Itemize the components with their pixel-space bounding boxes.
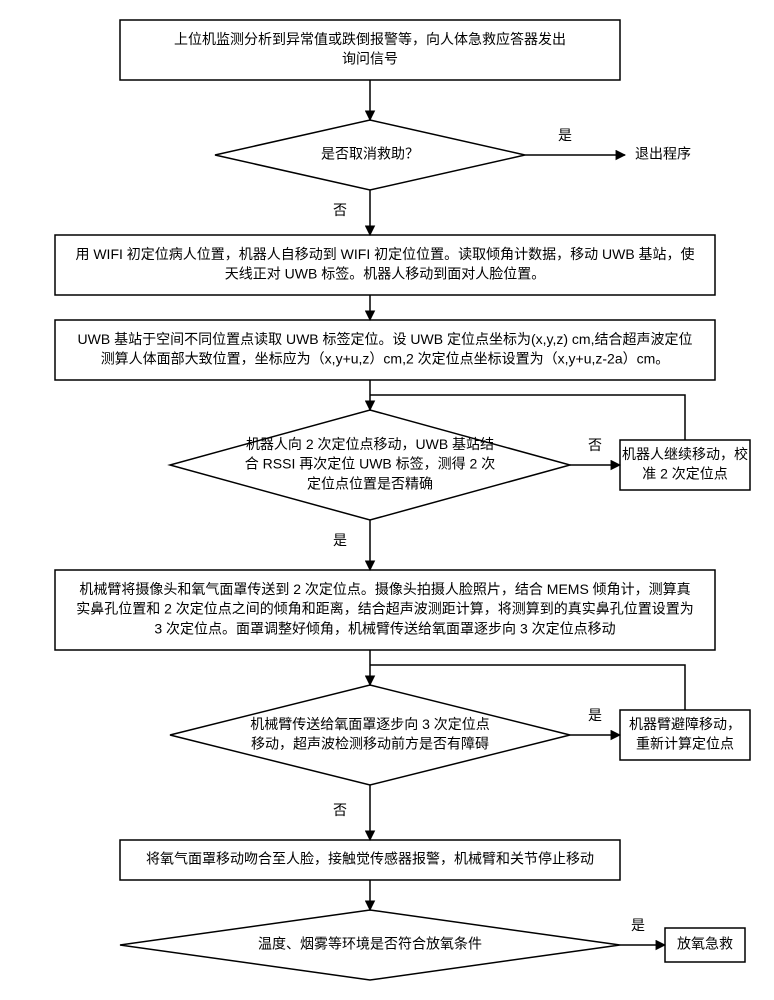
flow-box-text-n2: 用 WIFI 初定位病人位置，机器人自移动到 WIFI 初定位位置。读取倾角计数… [75,246,694,282]
flow-box-text-n7: 将氧气面罩移动吻合至人脸，接触觉传感器报警，机械臂和关节停止移动 [146,851,594,867]
edge-label-9: 是 [588,707,602,723]
edge-label-2: 否 [333,202,347,218]
flow-box-text-n6: 机器臂避障移动，重新计算定位点 [629,716,741,752]
decision-text-d3: 机械臂传送给氧面罩逐步向 3 次定位点移动，超声波检测移动前方是否有障碍 [250,716,490,752]
flow-box-text-n5: 机械臂将摄像头和氧气面罩传送到 2 次定位点。摄像头拍摄人脸照片，结合 MEMS… [76,581,694,636]
decision-text-d2: 机器人向 2 次定位点移动，UWB 基站结合 RSSI 再次定位 UWB 标签，… [245,436,495,491]
edge-label-1: 是 [558,127,572,143]
flow-box-text-n8: 放氧急救 [677,936,733,952]
edge-label-7: 是 [333,532,347,548]
edge-label-13: 是 [631,917,645,933]
flow-box-text-n1: 上位机监测分析到异常值或跌倒报警等，向人体急救应答器发出询问信号 [174,31,566,67]
edge-label-11: 否 [333,802,347,818]
decision-text-d4: 温度、烟雾等环境是否符合放氧条件 [258,936,482,952]
edge-10 [370,665,685,710]
flow-box-text-n4: 机器人继续移动，校准 2 次定位点 [622,446,748,482]
edge-6 [370,395,685,440]
edge-label-5: 否 [588,437,602,453]
decision-text-d1: 是否取消救助？ [321,146,419,162]
flow-box-text-n3: UWB 基站于空间不同位置点读取 UWB 标签定位。设 UWB 定位点坐标为(x… [78,331,693,367]
label-exit: 退出程序 [635,146,691,162]
